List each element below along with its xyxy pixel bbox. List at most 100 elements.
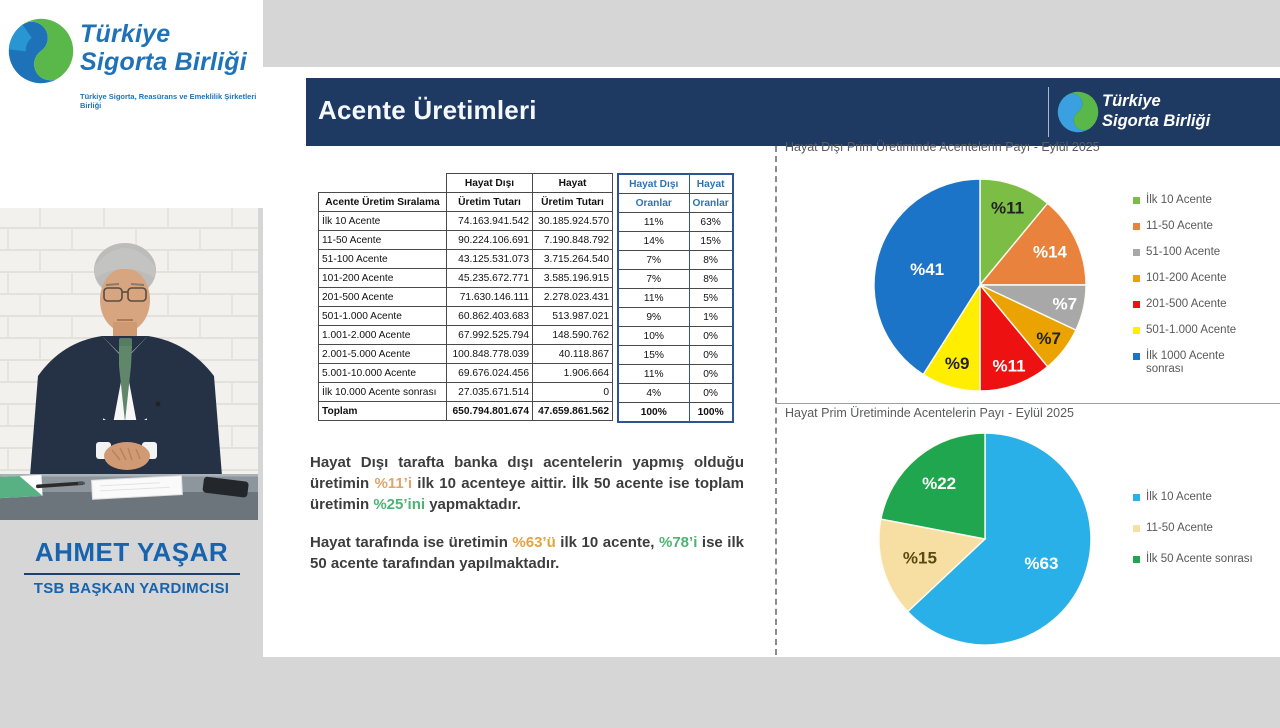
table-row: 5.001-10.000 Acente 69.676.024.456 1.906… [318,363,613,383]
legend-marker-icon [1133,301,1140,308]
header-brand-wordmark: Türkiye Sigorta Birliği [1102,91,1210,131]
table-row: 501-1.000 Acente 60.862.403.683 513.987.… [318,306,613,326]
col-sub: Üretim Tutarı [446,192,533,212]
table-header-row: Hayat Dışı Hayat [319,173,613,193]
pie-chart-hayat-disi: %11 %14 %7 %7 %11 %9 %41 [873,178,1087,392]
share-row: 7% 8% [617,269,734,289]
col-group-hayat-disi: Hayat Dışı [446,173,533,193]
legend-item: 201-500 Acente [1133,298,1263,311]
table-row: 101-200 Acente 45.235.672.771 3.585.196.… [318,268,613,288]
header-divider [1048,87,1049,137]
speaker-video-frame [0,206,258,520]
table-row: 11-50 Acente 90.224.106.691 7.190.848.79… [318,230,613,250]
share-row: 9% 1% [617,307,734,327]
pie-slice-label: %63 [1024,554,1058,573]
legend-label: İlk 50 Acente sonrası [1146,553,1253,565]
speaker-caption: AHMET YAŞAR TSB BAŞKAN YARDIMCISI [0,537,263,597]
chart1-legend: İlk 10 Acente 11-50 Acente 51-100 Acente 10… [1133,194,1263,376]
table-row: 1.001-2.000 Acente 67.992.525.794 148.59… [318,325,613,345]
legend-marker-icon [1133,275,1140,282]
commentary-paragraph: Hayat Dışı tarafta banka dışı acenteleri… [310,452,744,515]
legend-marker-icon [1133,327,1140,334]
share-row: 4% 0% [617,383,734,403]
pie-slice-label: %14 [1033,243,1068,262]
legend-item: 51-100 Acente [1133,246,1263,259]
legend-label: 201-500 Acente [1146,298,1227,310]
brand-line1: Türkiye [80,20,171,48]
header-brand-line2: Sigorta Birliği [1102,112,1211,130]
legend-marker-icon [1133,223,1140,230]
pie-slice [880,432,986,540]
charts-separator-line [776,403,1280,404]
table-row: İlk 10 Acente 74.163.941.542 30.185.924.… [318,211,613,231]
brand-panel: Türkiye Sigorta Birliği Türkiye Sigorta,… [0,0,263,208]
pie-slice-label: %7 [1036,329,1061,348]
production-table-amounts: Hayat Dışı Hayat Acente Üretim Sıralama … [318,173,613,421]
pie-slice [979,178,1049,287]
slide-header-bar: Acente Üretimleri Türkiye Sigorta Birliğ… [306,78,1280,146]
table-row: 51-100 Acente 43.125.531.073 3.715.264.5… [318,249,613,269]
share-row: 11% 0% [617,364,734,384]
table-total-row: Toplam 650.794.801.674 47.659.861.562 [318,401,613,421]
legend-item: 11-50 Acente [1133,522,1263,535]
table-row: İlk 10.000 Acente sonrası 27.035.671.514… [318,382,613,402]
share-row: 10% 0% [617,326,734,346]
pie-slice [979,283,1049,392]
speaker-name: AHMET YAŞAR [34,537,229,567]
stat-highlight: %25’ini [373,496,426,513]
brand-line2: Sigorta Birliği [80,48,247,76]
table-subheader-row: Acente Üretim Sıralama Üretim Tutarı Üre… [318,192,613,212]
stat-highlight: %78’i [659,534,698,551]
share-row: 11% 63% [617,212,734,232]
pie-slice-label: %22 [922,474,956,493]
share-header-row: Hayat Dışı Hayat [617,173,734,194]
legend-item: İlk 10 Acente [1133,491,1263,504]
share-row: 15% 0% [617,345,734,365]
legend-marker-icon [1133,197,1140,204]
legend-label: 501-1.000 Acente [1146,324,1237,336]
pie-slice-label: %7 [1053,295,1078,314]
chart2-legend: İlk 10 Acente 11-50 Acente İlk 50 Acente s… [1133,491,1263,566]
slide-title: Acente Üretimleri [318,95,537,125]
legend-label: 11-50 Acente [1146,522,1213,534]
pie-slice [878,518,987,613]
pie-slice [906,432,1092,646]
header-brand-line1: Türkiye [1102,92,1161,110]
legend-marker-icon [1133,249,1140,256]
corner-label: Acente Üretim Sıralama [318,192,447,212]
brand-tagline: Türkiye Sigorta, Reasürans ve Emeklilik … [80,92,257,110]
text-run: yapmaktadır. [425,496,521,513]
pie-slice [978,202,1087,286]
text-run: ise ilk 50 acente tarafından yapılmaktad… [310,534,744,572]
commentary-text: Hayat Dışı tarafta banka dışı acenteleri… [310,452,744,591]
legend-item: 501-1.000 Acente [1133,324,1263,337]
col-group-hayat: Hayat [532,173,613,193]
legend-item: İlk 1000 Acente sonrası [1133,350,1263,376]
legend-item: İlk 50 Acente sonrası [1133,553,1263,566]
legend-marker-icon [1133,525,1140,532]
share-row: 14% 15% [617,231,734,251]
pie-slice [873,178,981,376]
chart2-title: Hayat Prim Üretiminde Acentelerin Payı -… [785,406,1075,420]
chart1-title: Hayat Dışı Prim Üretiminde Acentelerin P… [785,140,1100,154]
legend-item: İlk 10 Acente [1133,194,1263,207]
tsb-logo-icon [8,18,74,84]
legend-item: 11-50 Acente [1133,220,1263,233]
speaker-divider [23,573,240,575]
pie-chart-hayat: %63 %15 %22 [878,432,1092,646]
presentation-slide: Acente Üretimleri Türkiye Sigorta Birliğ… [263,67,1280,657]
text-run: Hayat Dışı tarafta banka dışı acenteleri… [310,454,744,492]
legend-item: 101-200 Acente [1133,272,1263,285]
legend-label: İlk 1000 Acente sonrası [1146,350,1225,375]
share-row: 11% 5% [617,288,734,308]
speaker-title: TSB BAŞKAN YARDIMCISI [33,580,230,597]
share-row: 7% 8% [617,250,734,270]
text-run: ilk 10 acenteye aittir. İlk 50 acente is… [310,475,744,513]
text-run: Hayat tarafında ise üretimin [310,534,513,551]
legend-label: 101-200 Acente [1146,272,1227,284]
text-run: ilk 10 acente, [555,534,659,551]
col-sub: Üretim Tutarı [532,192,613,212]
speaker-illustration [0,206,258,520]
tsb-logo-icon-small [1057,91,1099,133]
